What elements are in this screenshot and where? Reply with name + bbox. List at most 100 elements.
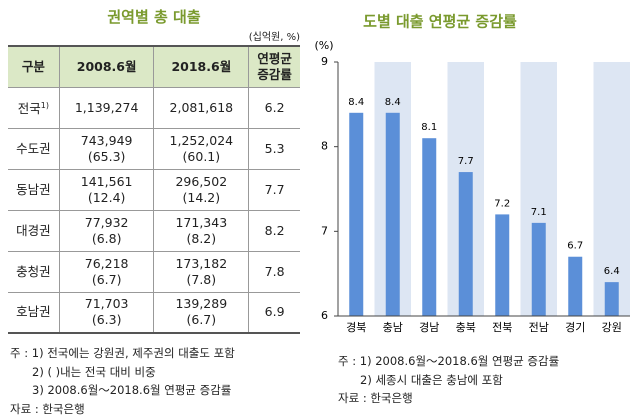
x-tick-label: 경남 [419, 321, 439, 334]
value-cell: 7.7 [248, 168, 300, 211]
cell-line: (6.3) [91, 312, 122, 328]
note: 2) 세종시 대출은 충남에 포함 [360, 372, 503, 387]
bar [349, 112, 364, 316]
value-cell: 76,218 (6.7) [58, 250, 155, 293]
table-row: 수도권 743,949 (65.3) 1,252,024 (60.1) 5.3 [8, 127, 300, 170]
cell-line: (6.7) [91, 271, 122, 287]
value-cell: 141,561 (12.4) [58, 168, 155, 211]
region-cell: 전국1) [8, 86, 60, 129]
bar [495, 214, 510, 316]
bar [568, 256, 583, 316]
cell-line: 71,703 [84, 296, 129, 312]
header-cell: 2008.6월 [58, 45, 155, 88]
region-cell: 대경권 [8, 209, 60, 252]
table-notes: 주 : 1) 전국에는 강원권, 제주권의 대출도 포함 2) ( )내는 전국 … [10, 344, 235, 418]
table-row: 대경권 77,932 (6.8) 171,343 (8.2) 8.2 [8, 209, 300, 252]
x-tick-label: 전북 [492, 321, 512, 334]
note: 주 : 1) 2008.6월～2018.6월 연평균 증감률 [338, 354, 560, 368]
x-tick-label: 강원 [602, 321, 622, 334]
value-cell: 743,949 (65.3) [58, 127, 155, 170]
cell-line: 77,932 [84, 214, 129, 230]
value-cell: 6.9 [248, 291, 300, 334]
value-cell: 5.3 [248, 127, 300, 170]
value-cell: 7.8 [248, 250, 300, 293]
region-name: 전국 [17, 101, 41, 117]
category-band [593, 62, 630, 316]
cell-line: (6.8) [91, 230, 122, 246]
cell-line: 6.2 [264, 99, 285, 115]
value-label: 7.7 [458, 156, 474, 167]
bar [385, 112, 400, 316]
cell-line: 296,502 [175, 173, 228, 189]
cell-line: 연평균 [257, 50, 292, 66]
cell-line: (60.1) [182, 148, 221, 164]
table: 구분 2008.6월 2018.6월 연평균 증감률 전국1) 1,139,274 2,081… [8, 45, 300, 334]
cell-line: 7.8 [264, 263, 285, 279]
value-cell: 8.2 [248, 209, 300, 252]
note: 자료 : 한국은행 [10, 401, 85, 416]
footnote-mark: 1) [40, 100, 50, 110]
y-tick-label: 8 [321, 140, 328, 153]
cell-line: 2,081,618 [169, 99, 234, 115]
cell-line: 1,252,024 [169, 132, 234, 148]
header-cell: 연평균 증감률 [248, 45, 300, 88]
table-row: 전국1) 1,139,274 2,081,618 6.2 [8, 86, 300, 129]
table-row: 호남권 71,703 (6.3) 139,289 (6.7) 6.9 [8, 291, 300, 334]
value-label: 8.1 [421, 122, 437, 133]
bar [604, 282, 619, 316]
value-label: 6.4 [604, 266, 620, 277]
x-tick-label: 충남 [383, 321, 403, 334]
value-label: 7.1 [531, 207, 547, 218]
cell-line: 743,949 [80, 132, 133, 148]
value-cell: 173,182 (7.8) [153, 250, 250, 293]
region-cell: 호남권 [8, 291, 60, 334]
region-name: 동남권 [16, 181, 51, 197]
region-cell: 충청권 [8, 250, 60, 293]
cell-line: 173,182 [175, 255, 228, 271]
value-cell: 6.2 [248, 86, 300, 129]
cell-line: (7.8) [186, 271, 217, 287]
y-axis-label: (%) [314, 39, 333, 52]
y-tick-label: 7 [321, 224, 328, 237]
cell-line: 1,139,274 [74, 99, 139, 115]
note: 주 : 1) 전국에는 강원권, 제주권의 대출도 포함 [10, 346, 235, 360]
region-name: 수도권 [16, 140, 51, 156]
cell-line: 141,561 [80, 173, 133, 189]
x-tick-label: 경북 [346, 321, 366, 334]
x-tick-label: 경기 [565, 321, 585, 334]
value-cell: 77,932 (6.8) [58, 209, 155, 252]
value-cell: 296,502 (14.2) [153, 168, 250, 211]
cell-line: (8.2) [186, 230, 217, 246]
chart-notes: 주 : 1) 2008.6월～2018.6월 연평균 증감률 2) 세종시 대출은… [338, 352, 559, 408]
value-label: 8.4 [385, 97, 401, 108]
value-cell: 171,343 (8.2) [153, 209, 250, 252]
value-label: 6.7 [567, 241, 583, 252]
table-row: 충청권 76,218 (6.7) 173,182 (7.8) 7.8 [8, 250, 300, 293]
header-cell: 구분 [8, 45, 60, 88]
value-cell: 1,139,274 [58, 86, 155, 129]
region-cell: 동남권 [8, 168, 60, 211]
cell-line: 8.2 [264, 222, 285, 238]
cell-line: 증감률 [257, 66, 292, 82]
bar [458, 172, 473, 316]
value-cell: 139,289 (6.7) [153, 291, 250, 334]
cell-line: 2008.6월 [76, 58, 137, 74]
table-title: 권역별 총 대출 [107, 8, 201, 26]
value-label: 8.4 [348, 97, 364, 108]
table-row: 동남권 141,561 (12.4) 296,502 (14.2) 7.7 [8, 168, 300, 211]
note: 3) 2008.6월～2018.6월 연평균 증감률 [32, 383, 232, 397]
region-cell: 수도권 [8, 127, 60, 170]
cell-line: (12.4) [87, 189, 126, 205]
header-cell: 2018.6월 [153, 45, 250, 88]
cell-line: 7.7 [264, 181, 285, 197]
cell-line: 5.3 [264, 140, 285, 156]
x-tick-label: 충북 [456, 321, 476, 334]
bar [531, 222, 546, 316]
value-label: 7.2 [494, 198, 510, 209]
cell-line: 구분 [21, 58, 45, 74]
cell-line: (65.3) [87, 148, 126, 164]
table-unit: (십억원, %) [248, 32, 300, 43]
note: 자료 : 한국은행 [338, 391, 413, 405]
region-name: 호남권 [16, 304, 51, 320]
region-name: 충청권 [16, 263, 51, 279]
